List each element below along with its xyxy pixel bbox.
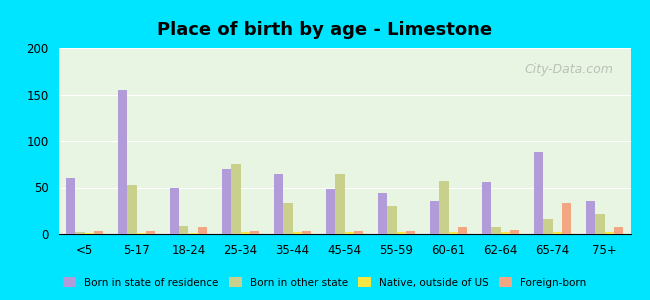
Bar — [179, 226, 188, 234]
Bar — [231, 164, 240, 234]
Bar — [439, 181, 448, 234]
Text: Place of birth by age - Limestone: Place of birth by age - Limestone — [157, 21, 493, 39]
Bar — [543, 219, 552, 234]
Bar — [283, 203, 292, 234]
Bar — [396, 232, 406, 234]
Text: City-Data.com: City-Data.com — [525, 63, 614, 76]
Legend: Born in state of residence, Born in other state, Native, outside of US, Foreign-: Born in state of residence, Born in othe… — [59, 273, 591, 292]
Bar — [188, 233, 198, 234]
Bar — [326, 189, 335, 234]
Bar — [75, 232, 84, 234]
Bar — [94, 231, 103, 234]
Bar — [534, 152, 543, 234]
Bar — [222, 169, 231, 234]
Bar — [406, 231, 415, 234]
Bar — [354, 231, 363, 234]
Bar — [136, 233, 146, 234]
Bar — [448, 232, 458, 234]
Bar — [66, 178, 75, 234]
Bar — [604, 232, 614, 234]
Bar — [491, 226, 500, 234]
Bar — [127, 185, 136, 234]
Bar — [302, 231, 311, 234]
Bar — [240, 232, 250, 234]
Bar — [458, 227, 467, 234]
Bar — [500, 232, 510, 234]
Bar — [387, 206, 396, 234]
Bar — [292, 232, 302, 234]
Bar — [146, 231, 155, 234]
Bar — [562, 203, 571, 234]
Bar — [552, 232, 562, 234]
Bar — [335, 173, 345, 234]
Bar — [510, 230, 519, 234]
Bar — [84, 233, 94, 234]
Bar — [430, 202, 439, 234]
Bar — [274, 173, 283, 234]
Bar — [198, 227, 207, 234]
Bar — [118, 90, 127, 234]
Bar — [595, 214, 604, 234]
Bar — [250, 231, 259, 234]
Bar — [344, 232, 354, 234]
Bar — [614, 227, 623, 234]
Bar — [586, 202, 595, 234]
Bar — [482, 182, 491, 234]
Bar — [170, 188, 179, 234]
Bar — [378, 193, 387, 234]
